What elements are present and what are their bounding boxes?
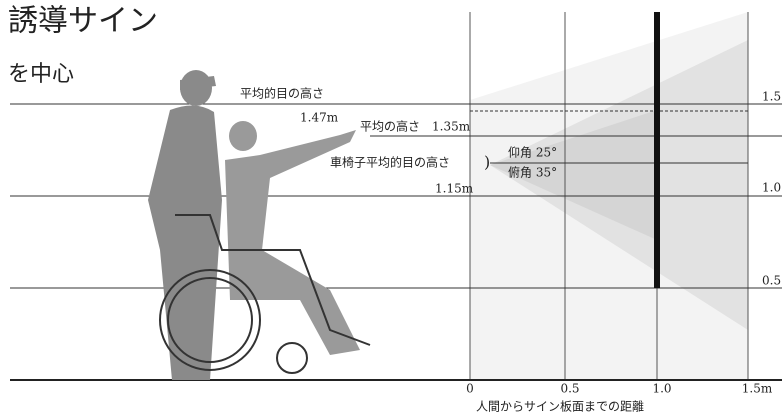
annotation: 1.35m [432, 120, 471, 134]
annotation: 1.15m [435, 182, 474, 196]
annotation: 1.47m [300, 111, 339, 125]
distance-caption: 人間からサイン板面までの距離 [476, 400, 644, 414]
diagram: 誘導サイン を中心 平均的目の高さ 1.47m 平均の高さ 1.35m 車椅子平… [0, 0, 782, 418]
distance-label: 0.5 [560, 382, 579, 396]
annotation: 車椅子平均的目の高さ [330, 155, 450, 170]
annotation: 仰角 25° [508, 145, 557, 160]
distance-label: 1.0 [652, 382, 671, 396]
height-label: 1.0 [762, 181, 781, 195]
annotation: 平均的目の高さ [240, 86, 324, 101]
sign-board [654, 12, 660, 288]
annotation: 平均の高さ [360, 119, 420, 134]
page: 誘導サイン を中心 平均的目の高さ 1.47m 平均の高さ 1.35m 車椅子平… [0, 0, 782, 418]
distance-label: 1.5m [742, 382, 773, 396]
person-silhouette [148, 70, 222, 380]
title: 誘導サイン [8, 4, 158, 39]
annotation: ) [484, 153, 490, 172]
height-label: 1.5 [762, 90, 781, 104]
subtitle: を中心 [8, 62, 74, 87]
height-label: 0.5 [762, 274, 781, 288]
distance-label: 0 [466, 382, 474, 396]
annotation: 俯角 35° [508, 165, 557, 180]
